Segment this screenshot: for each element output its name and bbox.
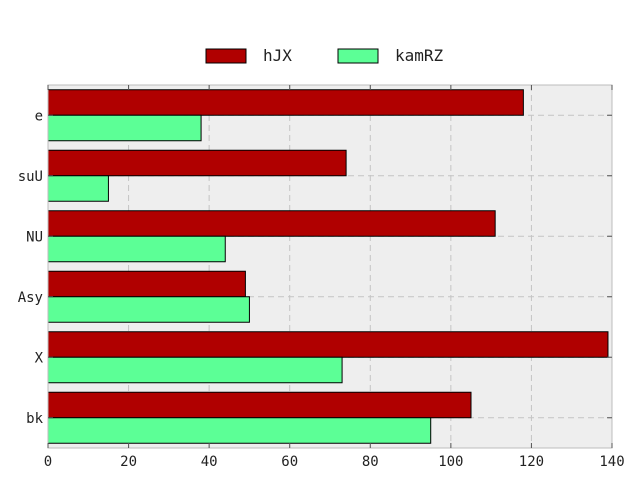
x-tick-label: 60 [281,454,298,470]
legend-swatch-kamRZ [337,48,379,64]
bar-kamRZ-NU [47,235,226,263]
plot-frame [47,84,613,449]
bar-kamRZ-e [47,114,202,142]
bar-hJX-suU [47,149,347,177]
y-tick-label: bk [26,411,43,427]
legend: hJX kamRZ [205,46,444,65]
bar-hJX-X [47,331,609,358]
legend-label-kamRZ: kamRZ [395,46,444,65]
y-tick-label: Asy [18,290,43,306]
x-tick-label: 40 [201,454,218,470]
plot-background [48,85,612,448]
legend-swatch-hJX [205,48,247,64]
bar-hJX-bk [47,391,472,419]
bar-hJX-e [47,89,524,116]
y-tick-label: e [35,108,43,124]
x-tick-label: 80 [362,454,379,470]
y-tick-label: suU [18,169,43,185]
y-tick-label: X [35,350,44,366]
x-tick-label: 100 [438,454,463,470]
x-tick-label: 20 [120,454,137,470]
x-axis: 0 20 40 60 80 100 120 140 [44,85,625,470]
bar-kamRZ-bk [47,417,432,444]
y-axis: bk X Asy NU suU e [18,108,612,427]
legend-label-hJX: hJX [263,46,292,65]
y-tick-label: NU [26,229,43,245]
bars-group [47,89,609,444]
bar-hJX-Asy [47,270,246,298]
bar-kamRZ-Asy [47,296,250,323]
bar-kamRZ-suU [47,175,109,202]
x-tick-label: 120 [519,454,544,470]
x-tick-label: 140 [599,454,624,470]
x-tick-label: 0 [44,454,52,470]
bar-kamRZ-X [47,356,343,384]
bar-hJX-NU [47,210,496,237]
